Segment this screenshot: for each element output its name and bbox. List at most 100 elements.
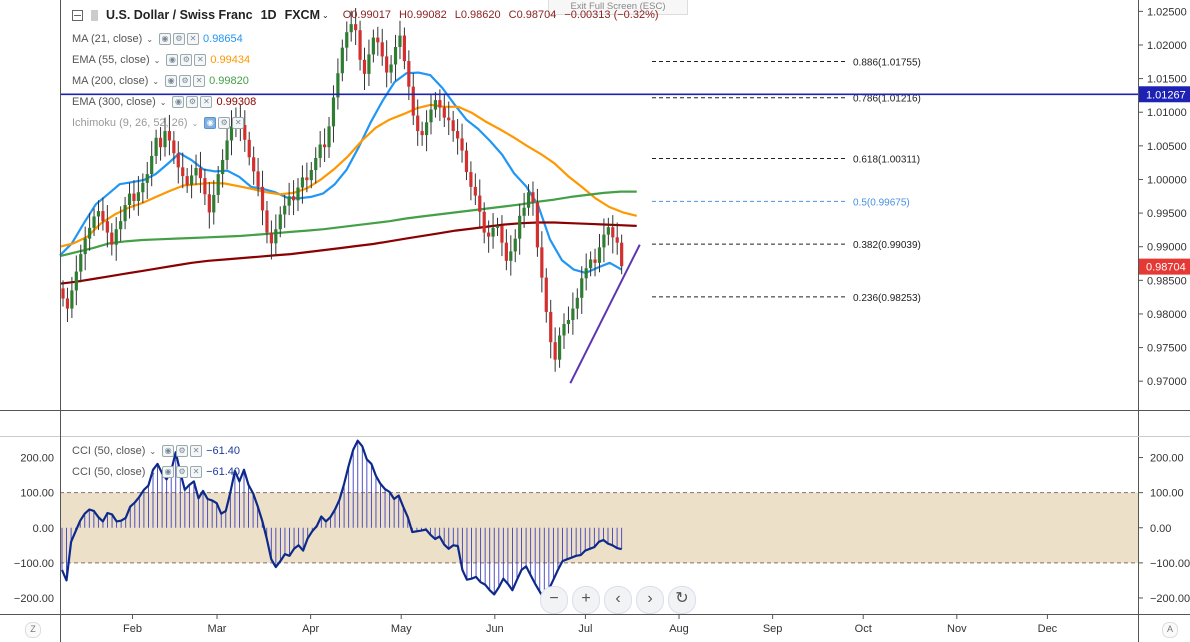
exit-fullscreen-button[interactable]: Exit Full Screen (ESC)	[548, 0, 688, 15]
candle-body	[620, 242, 624, 267]
eye-icon[interactable]: ◉	[204, 117, 217, 129]
gear-icon[interactable]: ⚙	[180, 54, 193, 66]
price-tick-label: 0.97500	[1147, 343, 1187, 355]
zoom-in-button[interactable]: +	[572, 586, 600, 614]
candle-body	[362, 59, 367, 74]
gear-icon[interactable]: ⚙	[176, 445, 189, 457]
close-icon[interactable]: ✕	[194, 54, 207, 66]
close-icon[interactable]: ✕	[200, 96, 213, 108]
candle-body	[181, 167, 185, 177]
eye-icon[interactable]: ◉	[165, 75, 178, 87]
candle-body	[389, 64, 393, 73]
eye-icon[interactable]: ◉	[172, 96, 185, 108]
cci-tick-label-left: 100.00	[20, 488, 54, 500]
candle-body	[127, 193, 132, 206]
candle-body	[287, 196, 291, 206]
symbol-flag-icon	[91, 9, 98, 21]
gear-icon[interactable]: ⚙	[179, 75, 192, 87]
candle-body	[331, 97, 336, 127]
candle-body	[354, 24, 358, 31]
candle-body	[482, 211, 486, 233]
eye-icon[interactable]: ◉	[162, 445, 175, 457]
moving-averages	[59, 71, 637, 285]
close-icon[interactable]: ✕	[190, 445, 203, 457]
auto-scale-toggle[interactable]: A	[1162, 622, 1178, 638]
eye-icon[interactable]: ◉	[159, 33, 172, 45]
chevron-down-icon[interactable]: ⌄	[191, 118, 199, 128]
candle-body	[105, 221, 109, 233]
gear-icon[interactable]: ⚙	[186, 96, 199, 108]
indicator-label: CCI (50, close)	[72, 466, 146, 478]
candle-body	[65, 298, 70, 309]
price-tick-label: 0.97000	[1147, 376, 1187, 388]
symbol-title[interactable]: U.S. Dollar / Swiss Franc	[106, 8, 253, 22]
candle-body	[92, 216, 96, 228]
eye-icon[interactable]: ◉	[162, 466, 175, 478]
interval-label[interactable]: 1D	[260, 8, 277, 22]
candle-body	[327, 126, 331, 148]
candle-body	[61, 288, 65, 299]
candle-body	[229, 126, 234, 141]
candle-body	[420, 131, 424, 136]
time-tick-label: Feb	[123, 623, 142, 635]
scroll-right-button[interactable]: ›	[636, 586, 664, 614]
candle-body	[371, 37, 375, 55]
candle-body	[402, 35, 407, 62]
close-icon[interactable]: ✕	[193, 75, 206, 87]
candle-body	[597, 247, 602, 263]
legend-ema300[interactable]: EMA (300, close) ⌄ ◉ ⚙ ✕ 0.99308	[72, 96, 256, 108]
chevron-down-icon[interactable]: ⌄	[149, 467, 157, 477]
price-tick-label: 0.99500	[1147, 208, 1187, 220]
ma-line	[59, 190, 637, 258]
chevron-down-icon[interactable]: ⌄	[149, 446, 157, 456]
gear-icon[interactable]: ⚙	[176, 466, 189, 478]
chevron-down-icon[interactable]: ⌄	[153, 55, 161, 65]
price-tick-label: 1.00500	[1147, 141, 1187, 153]
legend-ma21[interactable]: MA (21, close) ⌄ ◉ ⚙ ✕ 0.98654	[72, 33, 243, 45]
reset-chart-button[interactable]: ↻	[668, 586, 696, 614]
candle-body	[535, 202, 540, 248]
candle-body	[123, 205, 127, 222]
candle-body	[487, 232, 491, 237]
fib-level-label: 0.886(1.01755)	[853, 57, 921, 68]
candle-body	[345, 32, 349, 48]
chevron-down-icon[interactable]: ⌄	[159, 97, 167, 107]
candle-body	[549, 311, 553, 343]
eye-icon[interactable]: ◉	[166, 54, 179, 66]
candle-body	[398, 35, 402, 47]
candle-body	[203, 178, 207, 195]
price-tick-label: 1.02000	[1147, 40, 1187, 52]
candle-body	[198, 168, 203, 179]
close-icon[interactable]: ✕	[187, 33, 200, 45]
legend-ichimoku[interactable]: Ichimoku (9, 26, 52, 26) ⌄ ◉ ⚙ ✕	[72, 117, 245, 129]
ma-line	[59, 221, 637, 285]
log-scale-toggle[interactable]: Z	[25, 622, 41, 638]
close-icon[interactable]: ✕	[190, 466, 203, 478]
support-trendline	[569, 244, 641, 384]
indicator-value: −61.40	[206, 445, 241, 457]
candle-body	[274, 229, 278, 244]
legend-cci-2[interactable]: CCI (50, close) ⌄ ◉ ⚙ ✕ −61.40	[72, 466, 240, 478]
candle-body	[212, 194, 216, 213]
scroll-left-button[interactable]: ‹	[604, 586, 632, 614]
cci-tick-label-right: 0.00	[1150, 523, 1171, 535]
chevron-down-icon[interactable]: ⌄	[321, 10, 329, 20]
chevron-down-icon[interactable]: ⌄	[152, 76, 160, 86]
candle-body	[584, 268, 588, 279]
legend-cci-1[interactable]: CCI (50, close) ⌄ ◉ ⚙ ✕ −61.40	[72, 445, 240, 457]
gear-icon[interactable]: ⚙	[218, 117, 231, 129]
candle-body	[451, 120, 455, 132]
candle-body	[283, 205, 287, 215]
legend-ema55[interactable]: EMA (55, close) ⌄ ◉ ⚙ ✕ 0.99434	[72, 54, 250, 66]
chevron-down-icon[interactable]: ⌄	[146, 34, 154, 44]
symbol-header: U.S. Dollar / Swiss Franc 1D FXCM ⌄ O0.9…	[72, 8, 659, 22]
zoom-out-button[interactable]: −	[540, 586, 568, 614]
candle-body	[478, 195, 482, 212]
collapse-icon[interactable]	[72, 9, 83, 21]
gear-icon[interactable]: ⚙	[173, 33, 186, 45]
legend-ma200[interactable]: MA (200, close) ⌄ ◉ ⚙ ✕ 0.99820	[72, 75, 249, 87]
close-icon[interactable]: ✕	[232, 117, 245, 129]
candle-body	[540, 247, 544, 278]
